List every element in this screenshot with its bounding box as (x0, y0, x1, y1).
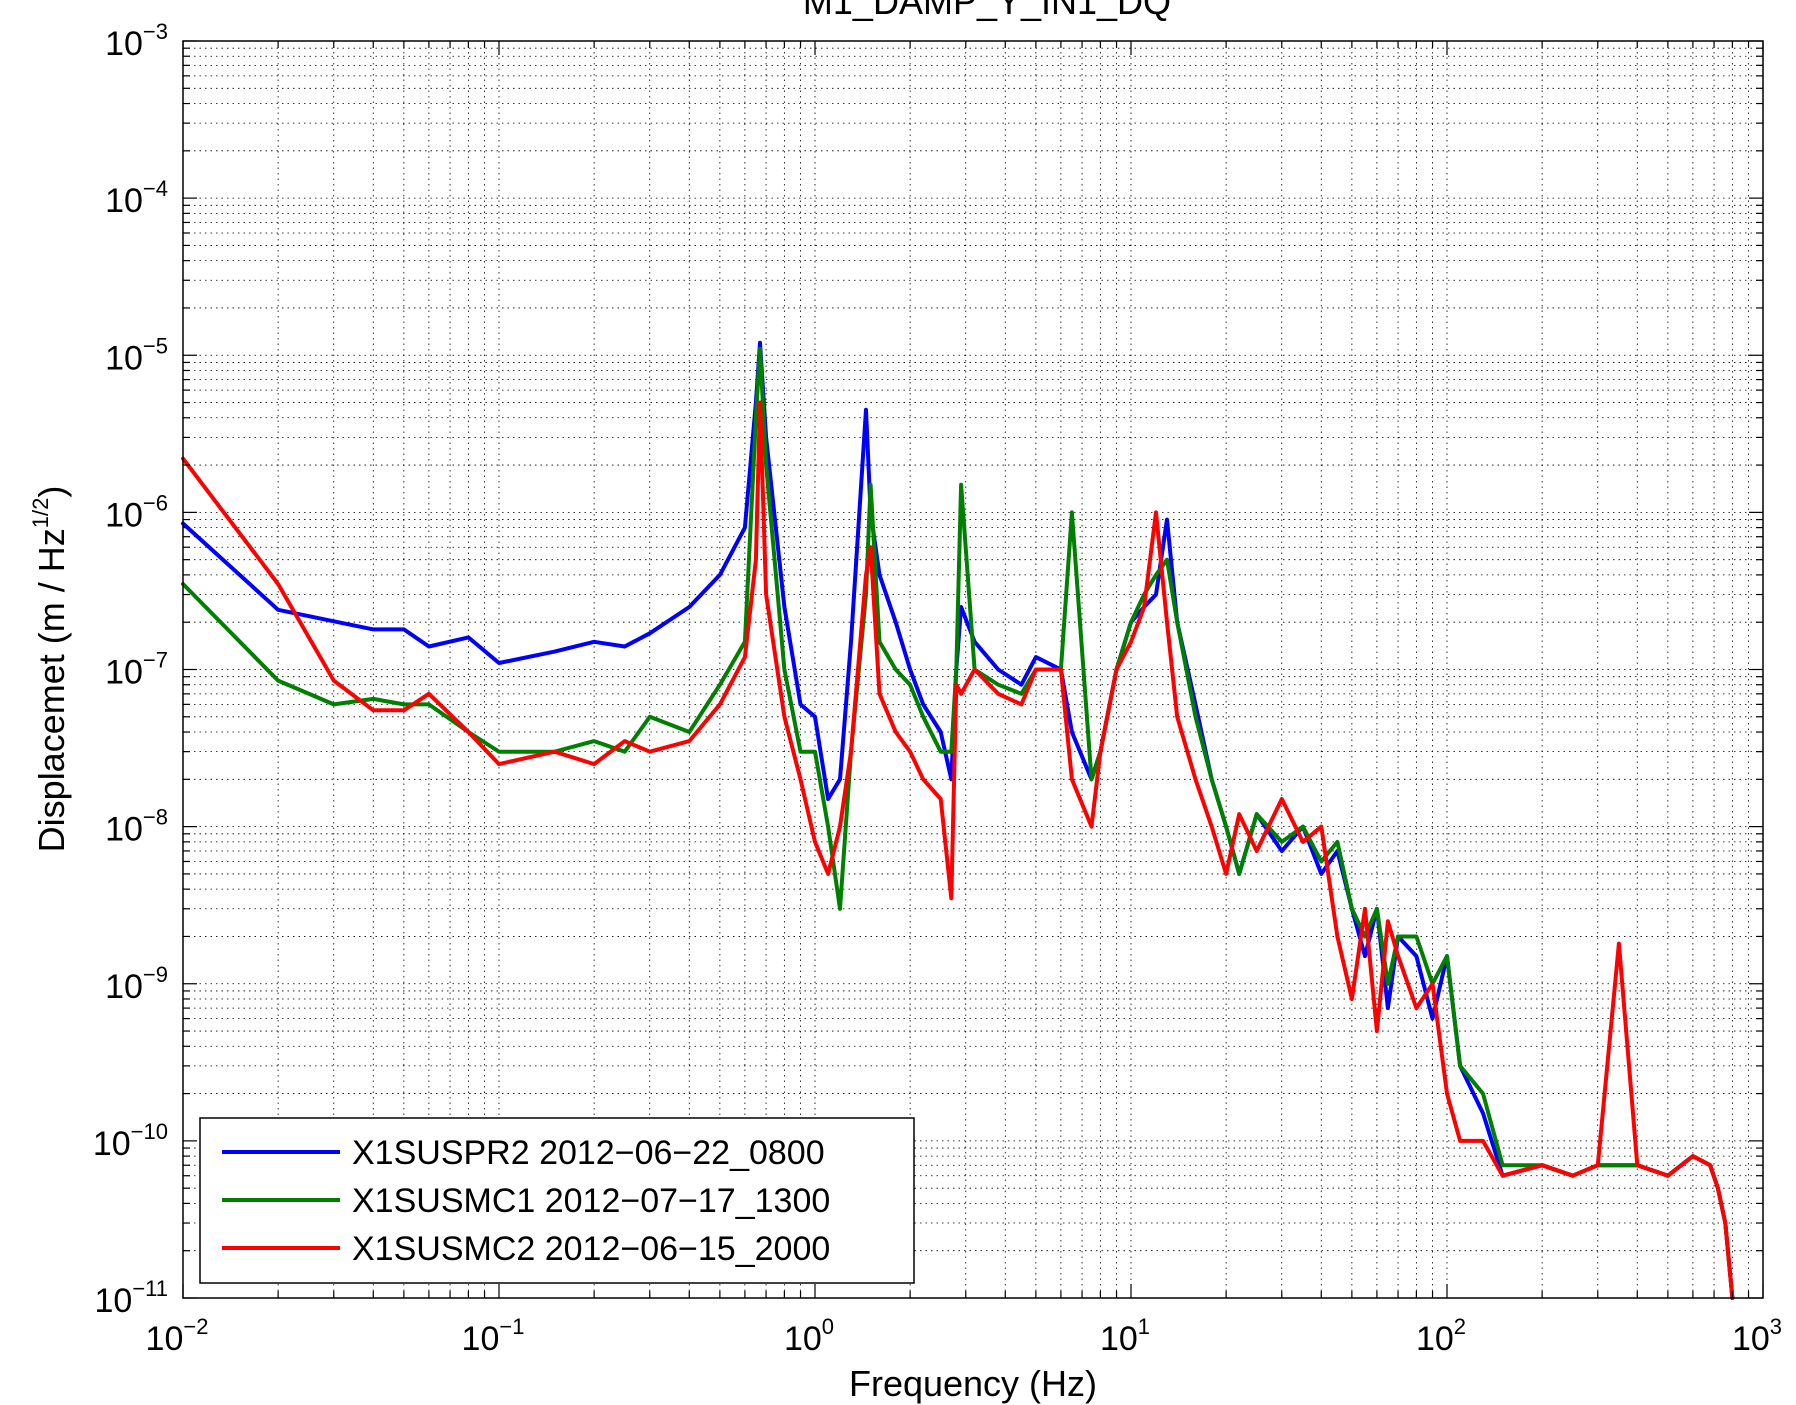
series-line-3 (181, 400, 1735, 1300)
x-tick-label: 102 (1416, 1314, 1466, 1358)
series-lines (181, 340, 1735, 1300)
x-tick-exponent: 2 (1454, 1314, 1466, 1339)
y-tick-exponent: −5 (143, 333, 168, 358)
y-tick-label: 10−10 (93, 1119, 168, 1163)
grid (182, 40, 1764, 1299)
x-tick-label: 10−1 (462, 1314, 525, 1358)
y-tick-label: 10−4 (105, 176, 168, 220)
x-tick-base: 10 (1100, 1320, 1138, 1358)
y-tick-label: 10−6 (105, 490, 168, 534)
y-tick-label: 10−3 (105, 19, 168, 63)
x-tick-base: 10 (1732, 1320, 1770, 1358)
x-tick-exponent: 1 (1138, 1314, 1150, 1339)
x-tick-labels: 10−2 10−1 100 101 102 103 (146, 1314, 1783, 1358)
y-axis-label: Displacemet (m / Hz1/2) (28, 486, 72, 853)
x-tick-label: 101 (1100, 1314, 1150, 1358)
y-tick-exponent: −6 (143, 490, 168, 515)
y-axis-label-exponent: 1/2 (28, 498, 53, 529)
x-tick-base: 10 (146, 1320, 184, 1358)
x-tick-base: 10 (784, 1320, 822, 1358)
x-tick-base: 10 (462, 1320, 500, 1358)
y-tick-base: 10 (105, 339, 143, 377)
legend-label-2: X1SUSMC1 2012−07−17_1300 (352, 1182, 830, 1220)
y-tick-base: 10 (93, 1125, 131, 1163)
y-tick-base: 10 (105, 182, 143, 220)
y-tick-exponent: −9 (143, 962, 168, 987)
legend-label-1: X1SUSPR2 2012−06−22_0800 (352, 1134, 825, 1172)
legend-label-3: X1SUSMC2 2012−06−15_2000 (352, 1230, 830, 1268)
series-line-2 (181, 346, 1735, 1300)
x-tick-label: 103 (1732, 1314, 1782, 1358)
y-tick-base: 10 (105, 811, 143, 849)
y-tick-label: 10−11 (94, 1276, 168, 1320)
y-tick-exponent: −10 (131, 1119, 168, 1144)
x-tick-exponent: −2 (183, 1314, 208, 1339)
y-tick-label: 10−9 (105, 962, 168, 1006)
y-tick-label: 10−7 (105, 648, 168, 692)
x-tick-label: 10−2 (146, 1314, 209, 1358)
y-tick-exponent: −7 (143, 648, 168, 673)
chart-title: M1_DAMP_Y_IN1_DQ (803, 0, 1171, 22)
y-tick-exponent: −3 (143, 19, 168, 44)
y-tick-exponent: −11 (132, 1276, 168, 1301)
x-tick-base: 10 (1416, 1320, 1454, 1358)
y-tick-base: 10 (105, 25, 143, 63)
axis-ticks (182, 40, 1764, 1299)
y-tick-base: 10 (94, 1282, 132, 1320)
x-axis-label: Frequency (Hz) (849, 1363, 1097, 1404)
y-tick-label: 10−8 (105, 805, 168, 849)
y-tick-exponent: −4 (143, 176, 168, 201)
legend: X1SUSPR2 2012−06−22_0800 X1SUSMC1 2012−07… (199, 1117, 915, 1284)
x-tick-exponent: 3 (1770, 1314, 1782, 1339)
y-tick-base: 10 (105, 968, 143, 1006)
y-tick-base: 10 (105, 654, 143, 692)
y-axis-label-main: Displacemet (m / Hz (31, 528, 72, 852)
y-tick-label: 10−5 (105, 333, 168, 377)
y-axis-label-close: ) (31, 486, 72, 498)
x-tick-exponent: 0 (822, 1314, 834, 1339)
x-tick-label: 100 (784, 1314, 834, 1358)
y-tick-base: 10 (105, 496, 143, 534)
y-tick-exponent: −8 (143, 805, 168, 830)
x-tick-exponent: −1 (499, 1314, 524, 1339)
